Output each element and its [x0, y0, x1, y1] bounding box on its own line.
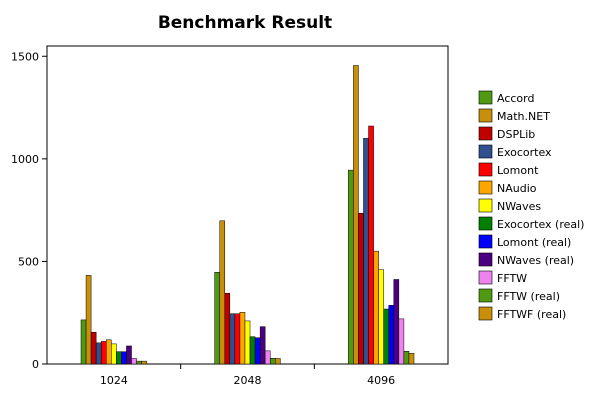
- legend-label: DSPLib: [497, 128, 535, 141]
- bar: [358, 212, 364, 365]
- y-tick-label: 500: [18, 255, 39, 268]
- legend-swatch: [478, 144, 493, 159]
- legend: Accord Math.NET DSPLib Exocortex Lomont NAudi…: [478, 90, 584, 321]
- bar: [388, 305, 395, 365]
- x-tick-label: 4096: [367, 374, 395, 387]
- bar: [393, 279, 400, 365]
- bar: [259, 326, 266, 365]
- legend-label: FFTW (real): [497, 290, 560, 303]
- bar: [90, 331, 97, 365]
- bar: [80, 319, 87, 365]
- legend-swatch: [478, 234, 493, 249]
- bar: [219, 220, 226, 365]
- bar: [244, 320, 251, 365]
- bar: [269, 358, 276, 365]
- x-tick-label: 2048: [234, 374, 262, 387]
- bar: [131, 358, 137, 365]
- legend-swatch: [478, 126, 493, 141]
- y-tick-label: 0: [32, 358, 39, 371]
- bar: [275, 358, 281, 365]
- bar: [85, 275, 92, 365]
- legend-swatch: [478, 252, 493, 267]
- bar: [368, 125, 374, 365]
- legend-label: Math.NET: [497, 110, 550, 123]
- bar: [264, 350, 271, 365]
- bar: [348, 169, 354, 365]
- bars-group: [80, 65, 415, 365]
- bar: [239, 312, 246, 365]
- bar: [116, 351, 122, 365]
- legend-label: FFTWF (real): [497, 308, 566, 321]
- bar: [373, 250, 379, 365]
- legend-swatch: [478, 180, 493, 195]
- legend-swatch: [478, 270, 493, 285]
- legend-swatch: [478, 162, 493, 177]
- bar: [254, 337, 261, 365]
- bar: [224, 292, 231, 365]
- y-tick-label: 1500: [11, 50, 39, 63]
- legend-label: Lomont (real): [497, 236, 571, 249]
- legend-label: Accord: [497, 92, 534, 105]
- bar: [398, 318, 405, 365]
- legend-label: NAudio: [497, 182, 537, 195]
- legend-swatch: [478, 216, 493, 231]
- bar: [141, 360, 147, 365]
- legend-label: Exocortex: [497, 146, 552, 159]
- chart-title: Benchmark Result: [158, 13, 332, 33]
- legend-swatch: [478, 306, 493, 321]
- bar: [353, 65, 359, 365]
- x-tick-label: 1024: [100, 374, 128, 387]
- bar: [111, 343, 117, 365]
- legend-label: Exocortex (real): [497, 218, 584, 231]
- legend-swatch: [478, 108, 493, 123]
- bar: [403, 351, 410, 365]
- legend-label: FFTW: [497, 272, 527, 285]
- legend-swatch: [478, 198, 493, 213]
- bar: [249, 336, 256, 365]
- legend-label: NWaves (real): [497, 254, 574, 267]
- y-tick-label: 1000: [11, 153, 39, 166]
- bar: [121, 351, 127, 365]
- legend-swatch: [478, 288, 493, 303]
- bar: [106, 339, 112, 365]
- bar: [378, 269, 384, 365]
- legend-swatch: [478, 90, 493, 105]
- bar: [234, 313, 241, 365]
- bar: [136, 360, 142, 365]
- legend-label: Lomont: [497, 164, 539, 177]
- bar: [363, 138, 369, 365]
- bar: [229, 313, 236, 365]
- bar: [126, 345, 132, 365]
- legend-label: NWaves: [497, 200, 541, 213]
- bar: [100, 341, 107, 365]
- bar: [214, 272, 220, 365]
- bar: [95, 342, 102, 365]
- bar: [408, 353, 415, 365]
- bar: [383, 308, 389, 365]
